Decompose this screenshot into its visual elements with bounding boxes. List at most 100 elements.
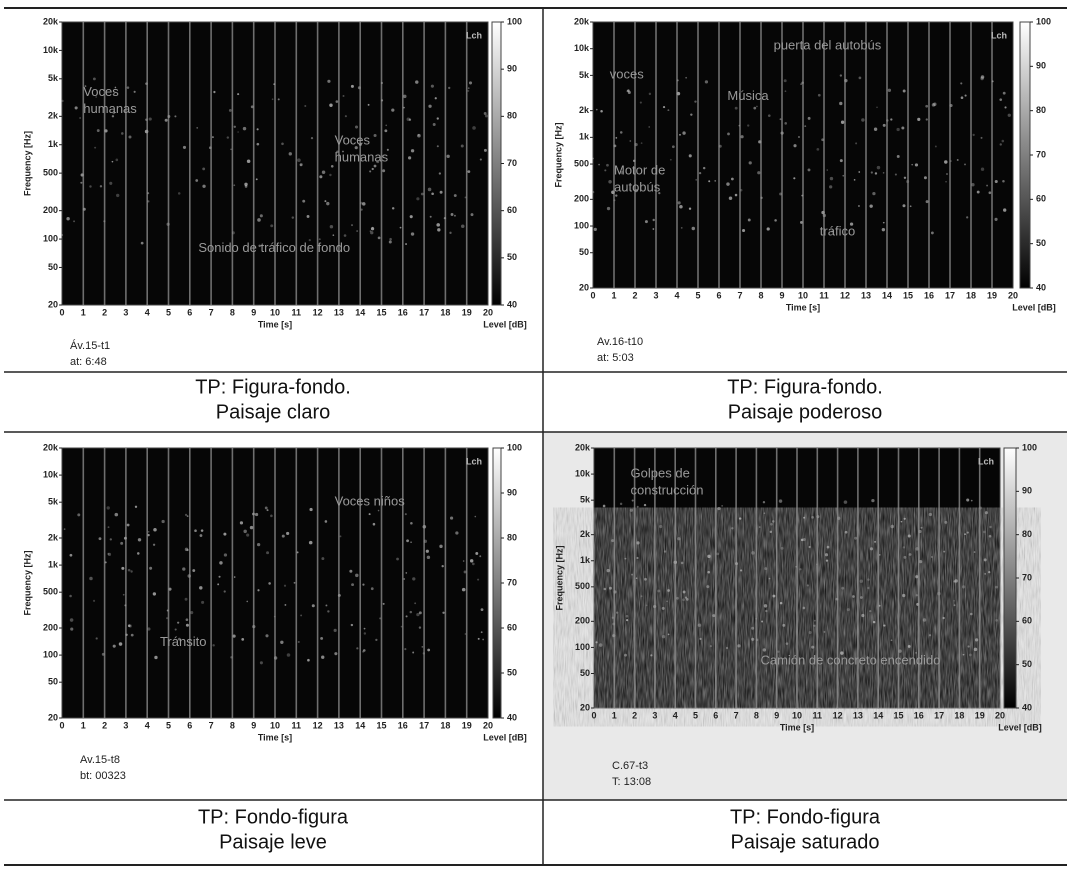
recording-id: Áv.15-t1	[70, 339, 110, 352]
energy-dot	[762, 648, 767, 652]
energy-dot	[223, 553, 228, 557]
x-tick-label: 10	[270, 307, 280, 317]
energy-dot	[477, 578, 480, 581]
energy-dot	[467, 170, 471, 174]
energy-dot	[826, 169, 829, 171]
energy-dot	[973, 551, 976, 553]
energy-dot	[98, 537, 102, 541]
energy-dot	[410, 521, 413, 525]
x-tick-label: 15	[376, 720, 386, 730]
energy-dot	[211, 136, 214, 139]
x-tick-label: 19	[462, 307, 472, 317]
colorbar-tick-label: 70	[1022, 572, 1032, 582]
energy-dot	[770, 522, 773, 526]
y-tick-label: 2k	[579, 105, 590, 115]
energy-dot	[734, 193, 738, 197]
energy-dot	[355, 573, 359, 578]
energy-dot	[873, 127, 878, 131]
energy-dot	[976, 190, 980, 194]
energy-dot	[460, 144, 464, 148]
energy-dot	[852, 595, 855, 598]
energy-dot	[853, 178, 856, 181]
energy-dot	[798, 136, 800, 138]
energy-dot	[128, 624, 132, 628]
energy-dot	[817, 93, 821, 97]
energy-dot	[611, 616, 614, 619]
energy-dot	[650, 654, 653, 657]
y-tick-label: 20	[48, 712, 58, 722]
caption: TP: Figura-fondo.	[727, 376, 883, 398]
energy-dot	[858, 171, 861, 173]
energy-dot	[793, 144, 797, 148]
energy-dot	[685, 76, 687, 79]
energy-dot	[756, 105, 758, 108]
energy-dot	[382, 169, 386, 173]
energy-dot	[389, 237, 392, 241]
colorbar-label: Level [dB]	[1012, 302, 1056, 312]
energy-dot	[283, 584, 287, 587]
energy-dot	[468, 81, 473, 85]
energy-dot	[271, 98, 274, 101]
y-tick-label: 20	[580, 702, 590, 712]
energy-dot	[928, 512, 932, 517]
energy-dot	[751, 637, 755, 641]
energy-dot	[782, 623, 786, 627]
energy-dot	[874, 540, 877, 543]
energy-dot	[185, 623, 189, 627]
energy-dot	[882, 221, 885, 224]
energy-dot	[680, 226, 683, 229]
energy-dot	[258, 244, 261, 248]
energy-dot	[213, 90, 216, 94]
energy-dot	[784, 122, 787, 125]
energy-dot	[120, 541, 124, 545]
energy-dot	[256, 542, 261, 547]
energy-dot	[259, 214, 263, 218]
y-tick-label: 20	[579, 282, 589, 292]
energy-dot	[354, 146, 358, 150]
energy-dot	[177, 192, 181, 195]
energy-dot	[757, 171, 761, 175]
energy-dot	[324, 520, 328, 523]
energy-dot	[412, 577, 416, 581]
energy-dot	[961, 585, 966, 589]
energy-dot	[333, 628, 337, 632]
energy-dot	[233, 576, 236, 578]
energy-dot	[232, 634, 236, 638]
energy-dot	[994, 217, 998, 221]
energy-dot	[914, 163, 919, 167]
colorbar-tick-label: 100	[1036, 16, 1051, 26]
x-tick-label: 16	[398, 720, 408, 730]
energy-dot	[470, 213, 474, 217]
energy-dot	[299, 163, 303, 167]
energy-dot	[644, 577, 647, 581]
energy-dot	[600, 109, 603, 113]
energy-dot	[467, 89, 470, 92]
energy-dot	[615, 137, 618, 139]
colorbar-tick-label: 60	[1022, 616, 1032, 626]
energy-dot	[483, 148, 487, 152]
energy-dot	[738, 517, 742, 520]
energy-dot	[763, 604, 768, 608]
energy-dot	[966, 531, 969, 534]
energy-dot	[849, 222, 854, 226]
x-tick-label: 3	[123, 307, 128, 317]
energy-dot	[309, 507, 313, 512]
energy-dot	[202, 184, 206, 188]
energy-dot	[925, 200, 929, 204]
energy-dot	[73, 220, 75, 223]
y-tick-label: 10k	[43, 45, 59, 55]
energy-dot	[930, 231, 934, 235]
energy-dot	[195, 179, 199, 182]
colorbar-tick-label: 80	[507, 532, 517, 542]
energy-dot	[995, 619, 999, 622]
energy-dot	[727, 132, 730, 136]
energy-dot	[429, 215, 432, 218]
energy-dot	[453, 194, 457, 197]
energy-dot	[354, 125, 359, 129]
energy-dot	[903, 517, 906, 520]
energy-dot	[182, 567, 186, 571]
energy-dot	[425, 549, 429, 553]
energy-dot	[438, 172, 442, 175]
x-tick-label: 17	[419, 307, 429, 317]
colorbar-tick-label: 90	[507, 487, 517, 497]
